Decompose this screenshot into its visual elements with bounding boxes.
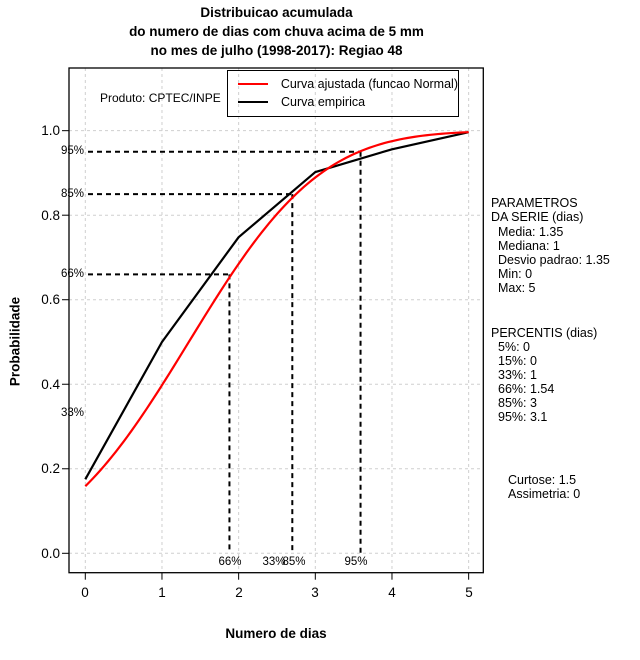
x-tick-1: 1 [158, 585, 166, 600]
stat-curtose: Curtose: 1.5 [508, 473, 577, 487]
x-tick-2: 2 [235, 585, 243, 600]
empirical-curve-line-icon [238, 101, 268, 103]
chart-title-line3: no mes de julho (1998-2017): Regiao 48 [150, 43, 403, 58]
percentil-5: 5%: 0 [498, 340, 530, 354]
left-percent-33: 33% [60, 407, 84, 419]
y-tick-0.4: 0.4 [41, 377, 60, 392]
legend-label-empirical: Curva empirica [281, 95, 366, 109]
percentis-title: PERCENTIS (dias) [491, 326, 598, 340]
y-axis-title: Probabilidade [7, 296, 23, 387]
x-axis-title: Numero de dias [225, 626, 327, 641]
bottom-percent-85: 85% [282, 556, 306, 568]
y-tick-0.0: 0.0 [41, 546, 60, 561]
fitted-curve-line-icon [238, 83, 268, 85]
percentil-33: 33%: 1 [498, 368, 537, 382]
chart-title-line1: Distribuicao acumulada [200, 5, 353, 20]
parametros-title-line2: DA SERIE (dias) [491, 210, 584, 224]
x-tick-3: 3 [311, 585, 319, 600]
legend-item-fitted: Curva ajustada (funcao Normal) [238, 75, 458, 93]
chart-title: Distribuicao acumulada do numero de dias… [0, 3, 553, 60]
left-percent-85: 85% [60, 188, 84, 200]
product-label: Produto: CPTEC/INPE [100, 91, 221, 105]
y-tick-1.0: 1.0 [41, 123, 60, 138]
y-tick-0.8: 0.8 [41, 208, 60, 223]
stat-max: Max: 5 [498, 281, 536, 295]
plot-border [68, 67, 484, 574]
legend-item-empirical: Curva empirica [238, 93, 458, 111]
x-tick-5: 5 [465, 585, 473, 600]
y-tick-0.2: 0.2 [41, 461, 60, 476]
fitted-curve [84, 131, 469, 488]
percentil-66: 66%: 1.54 [498, 382, 555, 396]
stat-media: Media: 1.35 [498, 225, 564, 239]
bottom-percent-66: 66% [218, 556, 242, 568]
bottom-percent-95: 95% [344, 556, 368, 568]
chart-title-line2: do numero de dias com chuva acima de 5 m… [129, 24, 424, 39]
left-percent-66: 66% [60, 268, 84, 280]
x-tick-4: 4 [388, 585, 396, 600]
percentil-85: 85%: 3 [498, 396, 537, 410]
percentil-95: 95%: 3.1 [498, 410, 548, 424]
legend: Curva ajustada (funcao Normal) Curva emp… [227, 70, 459, 117]
x-tick-0: 0 [81, 585, 89, 600]
empirical-curve [84, 131, 469, 480]
y-tick-0.6: 0.6 [41, 292, 60, 307]
legend-label-fitted: Curva ajustada (funcao Normal) [280, 77, 458, 91]
left-percent-95: 95% [60, 145, 84, 157]
stat-mediana: Mediana: 1 [498, 239, 560, 253]
stat-assimetria: Assimetria: 0 [508, 487, 581, 501]
percentil-15: 15%: 0 [498, 354, 537, 368]
bottom-percent-33: 33% [262, 556, 286, 568]
stat-desvio-padrao: Desvio padrao: 1.35 [498, 253, 610, 267]
stat-min: Min: 0 [498, 267, 533, 281]
parametros-title-line1: PARAMETROS [491, 196, 578, 210]
